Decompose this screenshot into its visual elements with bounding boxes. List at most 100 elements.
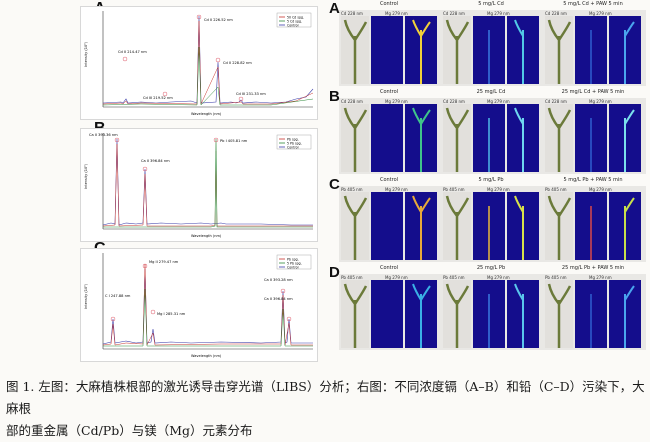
channel-label: Mg 279 nm <box>385 275 408 280</box>
peak-label: C I 247.88 nm <box>105 294 131 298</box>
peak-label: Cd II 214.47 nm <box>118 50 147 54</box>
element-map <box>473 104 505 172</box>
map-group: 5 mg/L Pb Pb 405 nm Mg 279 nm <box>441 176 541 262</box>
peak-label: Cd III 231.33 nm <box>236 92 266 96</box>
map-group: Control Pb 405 nm Mg 279 nm <box>339 264 439 350</box>
root-photo <box>443 192 471 260</box>
legend-entry: 50 Cd spg. <box>287 16 304 20</box>
caption-line-1: 图 1. 左图：大麻植株根部的激光诱导击穿光谱（LIBS）分析；右图：不同浓度镉… <box>6 379 645 416</box>
ylabel-a: Intensity (10³) <box>84 41 88 67</box>
ylabel-b: Intensity (10³) <box>84 163 88 189</box>
element-map <box>473 16 505 84</box>
caption-line-2: 部的重金属（Cd/Pb）与镁（Mg）元素分布 <box>6 423 253 438</box>
spectrum-panel-a: Intensity (10³) Wavelength (nm) Cd II 21… <box>80 6 318 120</box>
channel-label: Mg 279 nm <box>589 11 612 16</box>
group-title: 25 mg/L Pb <box>476 265 506 271</box>
element-map <box>507 16 539 84</box>
spectrum-panel-c: Intensity (10³) Wavelength (nm) Mg II 27… <box>80 248 318 362</box>
peak-marker <box>110 316 116 322</box>
group-title: Control <box>379 177 399 183</box>
root-photo <box>341 192 369 260</box>
peak-marker <box>150 309 156 315</box>
peak-label: Ca II 396.84 nm <box>264 297 293 301</box>
element-map <box>575 280 607 348</box>
row-label: A <box>329 0 340 17</box>
element-map <box>371 16 403 84</box>
legend-entry: Control <box>287 266 299 270</box>
map-row-b: B Control Cd 228 nm Mg 279 nm 25 mg/L Cd… <box>329 88 646 174</box>
element-map <box>405 104 437 172</box>
legend-box <box>276 254 312 270</box>
legend-entry: 5 Pb spg. <box>287 262 302 266</box>
peak-marker <box>142 263 148 269</box>
element-map <box>371 192 403 260</box>
channel-label: Pb 405 nm <box>443 275 465 280</box>
legend-box <box>276 134 312 150</box>
peak-label: Ca II 396.84 nm <box>141 159 170 163</box>
channel-label: Mg 279 nm <box>487 187 510 192</box>
root-photo <box>443 16 471 84</box>
spectrum-panel-b: Intensity (10³) Wavelength (nm) Ca II 39… <box>80 128 318 242</box>
channel-label: Mg 279 nm <box>589 99 612 104</box>
channel-label: Pb 405 nm <box>341 187 363 192</box>
peak-marker <box>280 288 286 294</box>
root-photo <box>443 104 471 172</box>
xlabel-c: Wavelength (nm) <box>191 354 222 358</box>
element-map <box>609 192 641 260</box>
peak-marker <box>215 57 221 63</box>
channel-label: Pb 405 nm <box>545 187 567 192</box>
channel-label: Mg 279 nm <box>589 187 612 192</box>
root-photo <box>545 192 573 260</box>
map-group: Control Pb 405 nm Mg 279 nm <box>339 176 439 262</box>
peak-label: Pb I 405.81 nm <box>220 139 248 143</box>
root-photo <box>443 280 471 348</box>
ylabel-c: Intensity (10³) <box>84 283 88 309</box>
legend-box <box>276 12 312 28</box>
map-group: 25 mg/L Cd + PAW 5 min Cd 228 nm Mg 279 … <box>543 88 643 174</box>
group-title: 25 mg/L Cd <box>476 89 506 95</box>
peak-marker <box>196 14 202 20</box>
spectrum-a-svg: Intensity (10³) Wavelength (nm) Cd II 21… <box>84 11 314 116</box>
map-group: 5 mg/L Pb + PAW 5 min Pb 405 nm Mg 279 n… <box>543 176 643 262</box>
root-photo <box>545 104 573 172</box>
channel-label: Cd 228 nm <box>443 99 465 104</box>
group-title: 5 mg/L Cd <box>478 1 504 7</box>
peak-label: Mg I 285.31 nm <box>157 312 186 316</box>
root-photo <box>545 280 573 348</box>
peak-marker <box>114 137 120 143</box>
legend-entry: Pb spg. <box>287 258 299 262</box>
channel-label: Cd 228 nm <box>443 11 465 16</box>
peak-marker <box>162 91 168 97</box>
element-map <box>609 280 641 348</box>
map-group: 25 mg/L Pb + PAW 5 min Pb 405 nm Mg 279 … <box>543 264 643 350</box>
peak-label: Cd II 228.82 nm <box>223 61 252 65</box>
group-title: Control <box>379 265 399 271</box>
legend-entry: Pb spg. <box>287 138 299 142</box>
channel-label: Pb 405 nm <box>341 275 363 280</box>
channel-label: Mg 279 nm <box>487 99 510 104</box>
legend-entry: 5 Pb spg. <box>287 142 302 146</box>
peak-label: Mg II 279.47 nm <box>149 260 179 264</box>
channel-label: Cd 228 nm <box>545 11 567 16</box>
spectrum-b-svg: Intensity (10³) Wavelength (nm) Ca II 39… <box>84 133 313 238</box>
row-label: B <box>329 88 340 105</box>
row-label: D <box>329 264 340 281</box>
element-map-figure: A Control Cd 228 nm Mg 279 nm 5 mg/L Cd … <box>329 0 646 362</box>
element-map <box>405 192 437 260</box>
element-map <box>405 16 437 84</box>
channel-label: Mg 279 nm <box>487 275 510 280</box>
peak-marker <box>122 56 128 62</box>
root-photo <box>341 280 369 348</box>
spectrum-c-svg: Intensity (10³) Wavelength (nm) Mg II 27… <box>84 253 313 358</box>
xlabel-a: Wavelength (nm) <box>191 112 222 116</box>
element-map <box>507 192 539 260</box>
xlabel-b: Wavelength (nm) <box>191 234 222 238</box>
group-title: 5 mg/L Pb <box>478 177 504 183</box>
channel-label: Pb 405 nm <box>443 187 465 192</box>
group-title: 25 mg/L Cd + PAW 5 min <box>561 89 625 95</box>
channel-label: Mg 279 nm <box>385 187 408 192</box>
peak-marker <box>142 166 148 172</box>
row-label: C <box>329 176 340 193</box>
element-map <box>405 280 437 348</box>
group-title: 25 mg/L Pb + PAW 5 min <box>561 265 625 271</box>
